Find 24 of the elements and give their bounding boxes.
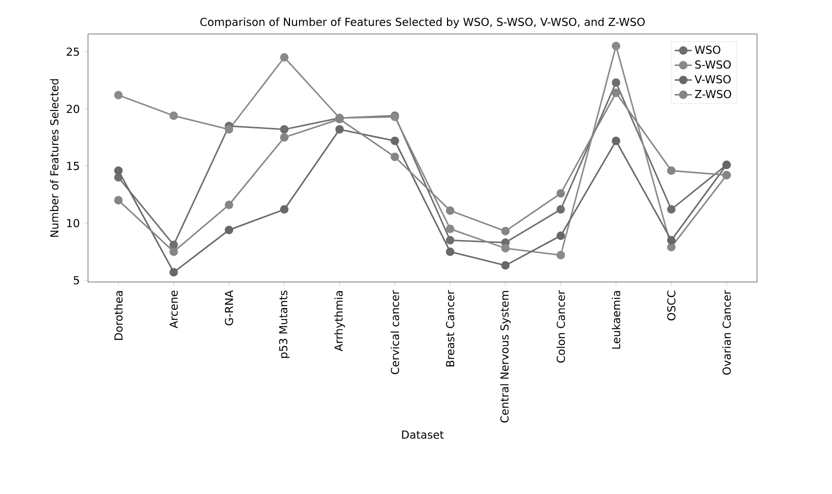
x-tick-label: Breast Cancer: [446, 290, 454, 366]
x-tick-label: Ovarian Cancer: [722, 290, 731, 375]
x-tick-label: Central Nervous System: [500, 291, 511, 423]
x-tick-label: Cervical cancer: [390, 290, 400, 374]
x-tick-label: Arrhythmia: [334, 291, 345, 352]
x-tick-label: Dorothea: [114, 291, 123, 340]
y-tick-label: 20: [66, 104, 80, 113]
y-tick-label: 5: [74, 276, 79, 284]
x-tick-label: p53 Mutants: [279, 290, 290, 358]
x-tick-label: Arcene: [170, 290, 178, 328]
y-tick-label: 10: [67, 219, 80, 228]
legend-label: S-WSO: [695, 60, 731, 69]
legend-label: Z-WSO: [695, 90, 732, 98]
legend-label: V-WSO: [694, 75, 731, 84]
y-tick-label: 15: [67, 162, 79, 170]
x-axis-title: Dataset: [402, 430, 444, 439]
y-tick-label: 25: [66, 48, 79, 56]
x-tick-label: G-RNA: [224, 290, 234, 326]
y-axis-title: Number of Features Selected: [50, 79, 58, 237]
x-tick-label: OSCC: [667, 290, 676, 320]
x-tick-label: Colon Cancer: [556, 290, 565, 363]
x-tick-label: Leukaemia: [612, 291, 620, 349]
legend-label: WSO: [694, 46, 720, 54]
chart-title: Comparison of Number of Features Selected by WSO, S-WSO, V-WSO, and Z-WSO: [200, 18, 645, 28]
